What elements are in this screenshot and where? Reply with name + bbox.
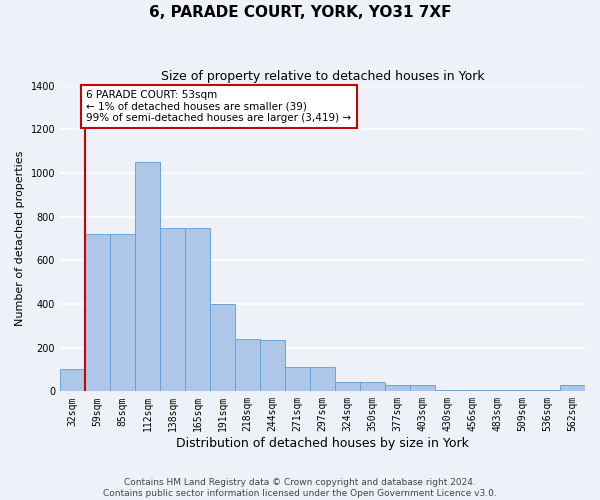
Bar <box>310 368 335 392</box>
Text: Contains HM Land Registry data © Crown copyright and database right 2024.
Contai: Contains HM Land Registry data © Crown c… <box>103 478 497 498</box>
Bar <box>260 340 285 392</box>
Y-axis label: Number of detached properties: Number of detached properties <box>15 151 25 326</box>
Bar <box>60 370 85 392</box>
Bar <box>235 339 260 392</box>
Bar <box>460 390 485 392</box>
Title: Size of property relative to detached houses in York: Size of property relative to detached ho… <box>161 70 484 83</box>
Text: 6 PARADE COURT: 53sqm
← 1% of detached houses are smaller (39)
99% of semi-detac: 6 PARADE COURT: 53sqm ← 1% of detached h… <box>86 90 352 123</box>
Bar <box>185 228 210 392</box>
Bar <box>360 382 385 392</box>
Bar <box>535 390 560 392</box>
Bar <box>135 162 160 392</box>
X-axis label: Distribution of detached houses by size in York: Distribution of detached houses by size … <box>176 437 469 450</box>
Bar <box>210 304 235 392</box>
Bar <box>485 390 510 392</box>
Bar <box>385 385 410 392</box>
Bar <box>335 382 360 392</box>
Text: 6, PARADE COURT, YORK, YO31 7XF: 6, PARADE COURT, YORK, YO31 7XF <box>149 5 451 20</box>
Bar <box>110 234 135 392</box>
Bar <box>510 390 535 392</box>
Bar <box>160 228 185 392</box>
Bar <box>85 234 110 392</box>
Bar <box>285 368 310 392</box>
Bar <box>435 390 460 392</box>
Bar <box>560 385 585 392</box>
Bar <box>410 385 435 392</box>
